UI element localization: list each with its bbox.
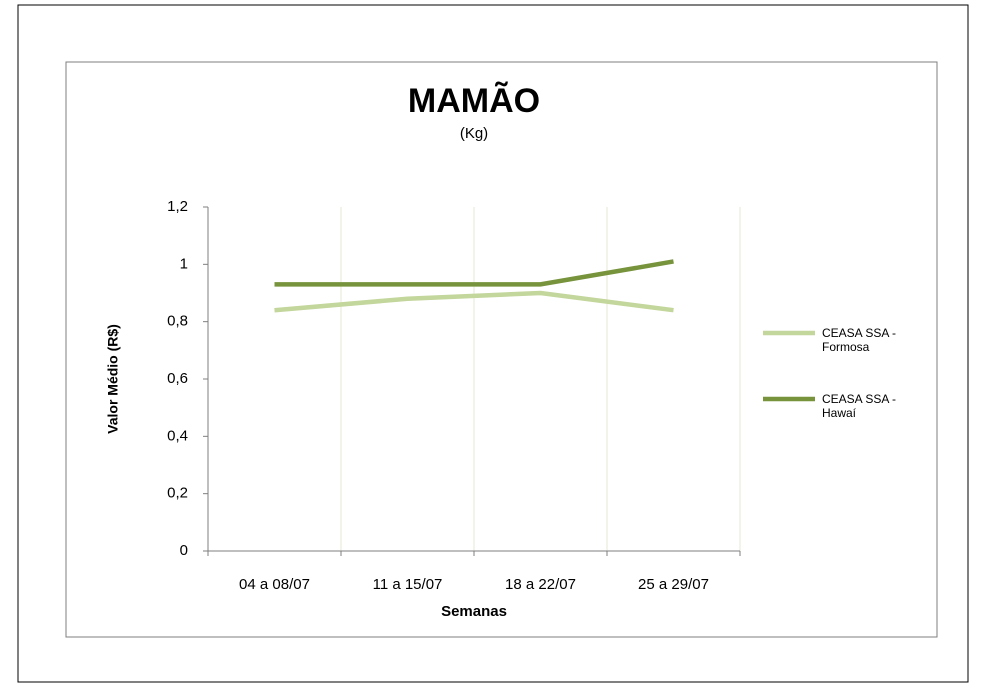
y-axis-label: Valor Médio (R$) (105, 324, 121, 434)
x-axis-label: Semanas (441, 603, 507, 620)
legend-label: CEASA SSA - Hawaí (822, 392, 897, 420)
y-tick-label: 0,4 (167, 427, 188, 444)
chart-title: MAMÃO (408, 82, 540, 120)
series-line (274, 259, 674, 287)
x-tick-label: 04 a 08/07 (239, 576, 310, 593)
x-tick-label: 25 a 29/07 (638, 576, 709, 593)
y-tick-label: 0,2 (167, 485, 188, 502)
y-tick-label: 1,2 (167, 198, 188, 215)
y-tick-label: 0 (180, 542, 188, 559)
page-border (17, 4, 969, 683)
y-tick-label: 1 (180, 255, 188, 272)
chart-frame (65, 61, 938, 638)
x-tick-label: 11 a 15/07 (373, 576, 443, 593)
y-tick-label: 0,6 (167, 370, 188, 387)
series-line (274, 290, 674, 313)
x-tick-label: 18 a 22/07 (505, 576, 576, 593)
chart-subtitle: (Kg) (460, 125, 488, 142)
y-tick-label: 0,8 (167, 313, 188, 330)
legend-label: CEASA SSA - Formosa (822, 326, 897, 354)
